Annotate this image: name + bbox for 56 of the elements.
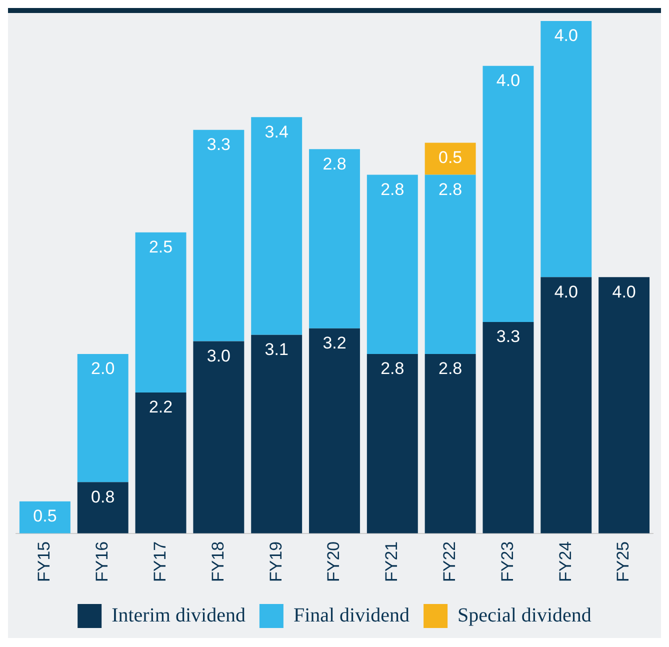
data-label: 3.3 (496, 327, 520, 346)
bar (366, 354, 418, 534)
legend-label: Final dividend (293, 604, 410, 626)
data-label: 4.0 (554, 282, 578, 302)
data-label: 0.5 (33, 506, 57, 526)
x-tick-label: FY19 (266, 541, 286, 582)
data-label: 4.0 (612, 282, 636, 302)
data-label: 2.8 (438, 180, 462, 199)
bar (19, 501, 70, 534)
data-label: 2.8 (380, 180, 404, 199)
x-tick-label: FY15 (34, 541, 54, 582)
x-tick-label: FY18 (208, 541, 228, 582)
bar (598, 277, 650, 534)
x-tick-label: FY25 (614, 541, 633, 582)
bar (540, 277, 592, 534)
x-tick-label: FY20 (324, 541, 344, 582)
bar (251, 334, 302, 534)
data-label: 3.3 (206, 135, 230, 154)
bar (482, 66, 534, 322)
data-label: 0.8 (91, 487, 115, 506)
legend-label: Interim dividend (112, 604, 246, 626)
data-label: 4.0 (554, 26, 578, 46)
bar (482, 322, 534, 534)
bar (77, 354, 128, 482)
bar (135, 232, 186, 392)
bar (424, 354, 476, 534)
bar (540, 21, 592, 278)
x-tick-label: FY21 (382, 541, 402, 582)
bar (309, 328, 360, 534)
data-label: 3.2 (322, 334, 346, 353)
data-label: 2.2 (148, 398, 173, 417)
legend-label: Special dividend (458, 604, 592, 626)
data-label: 0.5 (438, 148, 462, 167)
x-tick-label: FY24 (556, 541, 575, 582)
x-tick-label: FY23 (498, 541, 517, 582)
x-tick-label: FY17 (150, 541, 170, 582)
bar (309, 149, 360, 328)
x-tick-label: FY22 (440, 541, 460, 582)
bar (251, 117, 302, 335)
bar (135, 392, 186, 534)
data-label: 3.1 (264, 340, 288, 360)
data-label: 3.4 (264, 122, 288, 142)
data-label: 2.8 (380, 359, 404, 378)
bar (193, 341, 244, 534)
bar (77, 482, 128, 534)
data-label: 2.0 (91, 359, 115, 378)
bar (424, 174, 476, 354)
data-label: 2.8 (322, 154, 346, 174)
data-label: 4.0 (496, 71, 520, 90)
bar (193, 130, 244, 342)
bar (424, 142, 476, 175)
x-tick-label: FY16 (92, 541, 112, 582)
data-label: 2.8 (438, 359, 462, 378)
data-label: 2.5 (148, 238, 173, 257)
bar (366, 174, 418, 354)
data-label: 3.0 (206, 346, 230, 366)
